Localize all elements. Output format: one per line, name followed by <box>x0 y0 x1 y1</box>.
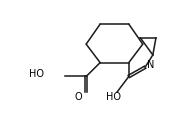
Text: HO: HO <box>29 69 44 79</box>
Text: HO: HO <box>106 92 121 102</box>
Text: N: N <box>147 60 154 70</box>
Text: O: O <box>75 92 82 102</box>
